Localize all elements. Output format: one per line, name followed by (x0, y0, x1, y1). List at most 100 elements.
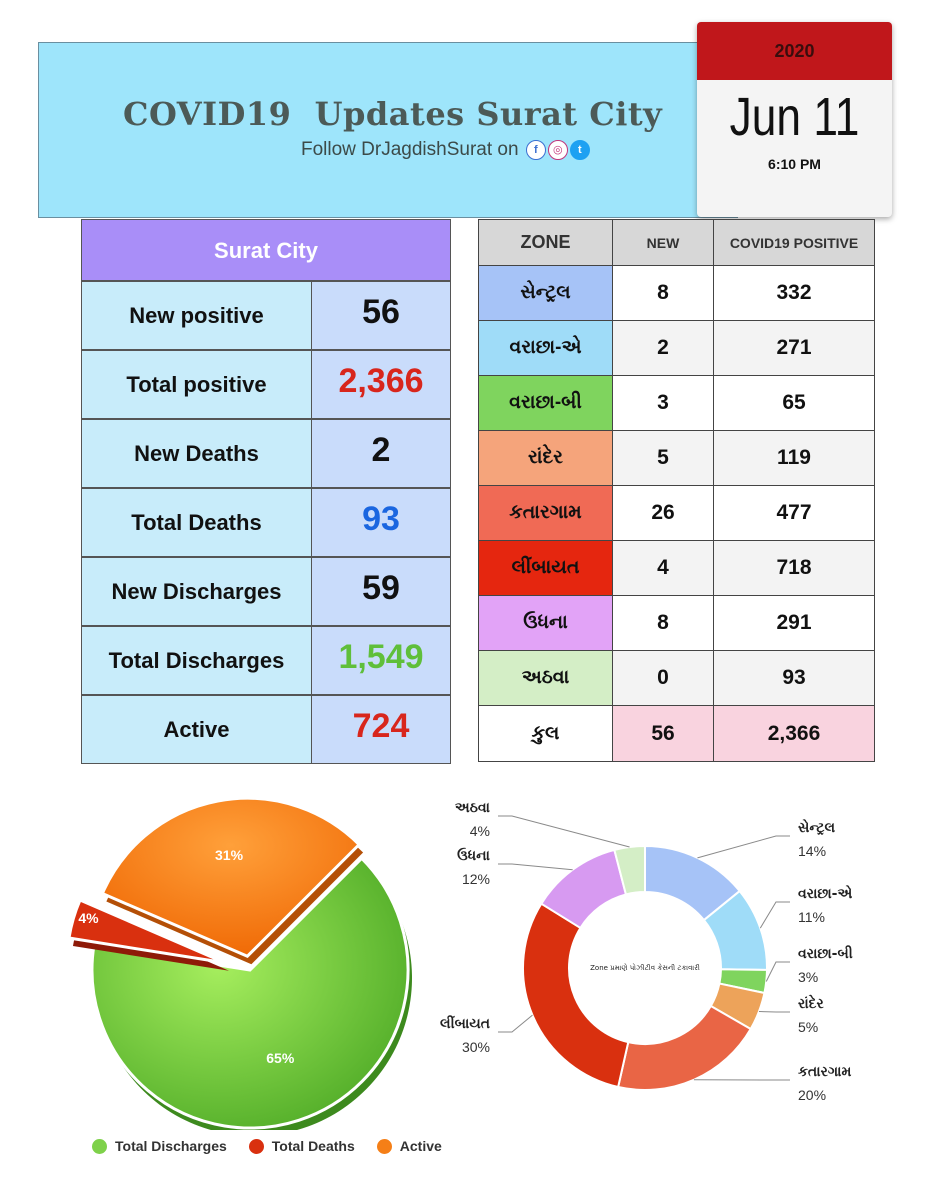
donut-label-percent: 11% (798, 909, 825, 925)
zone-total-name: કુલ (478, 705, 613, 762)
donut-label-name: રાંદેર (798, 993, 824, 1012)
donut-segment (522, 902, 630, 1089)
follow-line: Follow DrJagdishSurat on f ◎ t (301, 139, 590, 161)
facebook-icon[interactable]: f (525, 139, 546, 160)
zone-name: સેન્ટ્રલ (478, 265, 613, 321)
legend-item: Active (376, 1138, 442, 1154)
zone-positive: 477 (713, 485, 875, 541)
zone-new: 4 (612, 540, 714, 596)
donut-label-percent: 12% (462, 871, 490, 887)
zone-new: 26 (612, 485, 714, 541)
zone-name: કતારગામ (478, 485, 613, 541)
stat-label: Active (81, 695, 312, 764)
zone-positive: 271 (713, 320, 875, 376)
twitter-icon[interactable]: t (569, 139, 590, 160)
zone-row: લીંબાયત 4 718 (478, 540, 875, 596)
stat-row: Total Deaths 93 (81, 488, 451, 557)
stat-row: Total Discharges 1,549 (81, 626, 451, 695)
stats-title: Surat City (81, 219, 451, 281)
stat-value: 2,366 (312, 350, 451, 419)
pie-slice (67, 898, 226, 965)
donut-label-name: વરાછા-એ (798, 884, 852, 902)
date-calendar: 2020 Jun 11 6:10 PM (697, 22, 892, 217)
donut-center-text: Zone પ્રમાણે પોઝીટીવ કેસની ટકાવારી (590, 963, 700, 972)
pie-label: 31% (215, 847, 244, 863)
zone-name: અઠવા (478, 650, 613, 706)
donut-leader-line (498, 1014, 533, 1033)
stat-label: New positive (81, 281, 312, 350)
donut-label-percent: 14% (798, 843, 826, 859)
stat-row: Total positive 2,366 (81, 350, 451, 419)
stat-row: Active 724 (81, 695, 451, 764)
stat-value: 724 (312, 695, 451, 764)
stat-row: New Discharges 59 (81, 557, 451, 626)
zone-positive: 65 (713, 375, 875, 431)
zone-row: સેન્ટ્રલ 8 332 (478, 265, 875, 321)
calendar-date: Jun 11 (729, 87, 860, 147)
donut-leader-line (765, 961, 790, 982)
header-banner: COVID19 Updates Surat City Follow DrJagd… (38, 42, 738, 218)
zone-positive: 93 (713, 650, 875, 706)
zone-total-new: 56 (612, 705, 714, 762)
zone-table: ZONE NEW COVID19 POSITIVE સેન્ટ્રલ 8 332 વર… (478, 219, 875, 762)
legend-label: Active (399, 1138, 442, 1154)
zone-new: 2 (612, 320, 714, 376)
donut-label-percent: 4% (470, 823, 490, 839)
zone-name: વરાછા-બી (478, 375, 613, 431)
legend-swatch (248, 1138, 264, 1154)
instagram-icon[interactable]: ◎ (547, 139, 568, 160)
zone-row: વરાછા-એ 2 271 (478, 320, 875, 376)
new-header: NEW (612, 219, 714, 266)
calendar-year: 2020 (697, 22, 892, 80)
zone-name: રાંદેર (478, 430, 613, 486)
donut-label-name: વરાછા-બી (798, 945, 853, 962)
zone-new: 3 (612, 375, 714, 431)
donut-label-percent: 30% (462, 1039, 490, 1055)
zone-new: 8 (612, 595, 714, 651)
stat-label: Total Discharges (81, 626, 312, 695)
pie-label: 4% (78, 910, 99, 926)
zone-new: 8 (612, 265, 714, 321)
donut-segment (616, 1004, 753, 1091)
legend-label: Total Discharges (115, 1138, 227, 1154)
stat-label: Total Deaths (81, 488, 312, 557)
donut-leader-line (498, 863, 573, 871)
donut-label-name: ઉધના (457, 847, 490, 864)
stat-label: New Deaths (81, 419, 312, 488)
zone-new: 0 (612, 650, 714, 706)
stat-row: New Deaths 2 (81, 419, 451, 488)
donut-segment (613, 844, 646, 896)
zone-row: અઠવા 0 93 (478, 650, 875, 706)
legend-label: Total Deaths (271, 1138, 355, 1154)
stat-label: Total positive (81, 350, 312, 419)
social-icons: f ◎ t (525, 139, 590, 160)
donut-leader-line (759, 901, 790, 929)
follow-text: Follow DrJagdishSurat on (301, 139, 519, 160)
zone-total-row: કુલ 56 2,366 (478, 705, 875, 762)
zone-positive: 119 (713, 430, 875, 486)
zone-new: 5 (612, 430, 714, 486)
donut-label-name: કતારગામ (798, 1064, 851, 1080)
zone-row: ઉધના 8 291 (478, 595, 875, 651)
legend-item: Total Discharges (92, 1138, 227, 1154)
pie-label: 65% (266, 1050, 295, 1066)
donut-label-percent: 20% (798, 1087, 826, 1103)
zone-name: લીંબાયત (478, 540, 613, 596)
zone-name: વરાછા-એ (478, 320, 613, 376)
legend-swatch (376, 1138, 392, 1154)
zone-total-positive: 2,366 (713, 705, 875, 762)
legend-item: Total Deaths (248, 1138, 355, 1154)
stat-value: 59 (312, 557, 451, 626)
zone-row: રાંદેર 5 119 (478, 430, 875, 486)
pie-legend: Total Discharges Total Deaths Active (92, 1138, 442, 1154)
zone-positive: 332 (713, 265, 875, 321)
donut-label-name: લીંબાયત (440, 1015, 490, 1032)
zone-header: ZONE (478, 219, 613, 266)
donut-label-percent: 3% (798, 969, 818, 985)
stat-label: New Discharges (81, 557, 312, 626)
stat-value: 93 (312, 488, 451, 557)
legend-swatch (92, 1138, 107, 1154)
pie-slice (90, 856, 410, 1130)
donut-leader-line (498, 815, 630, 848)
zone-row: કતારગામ 26 477 (478, 485, 875, 541)
